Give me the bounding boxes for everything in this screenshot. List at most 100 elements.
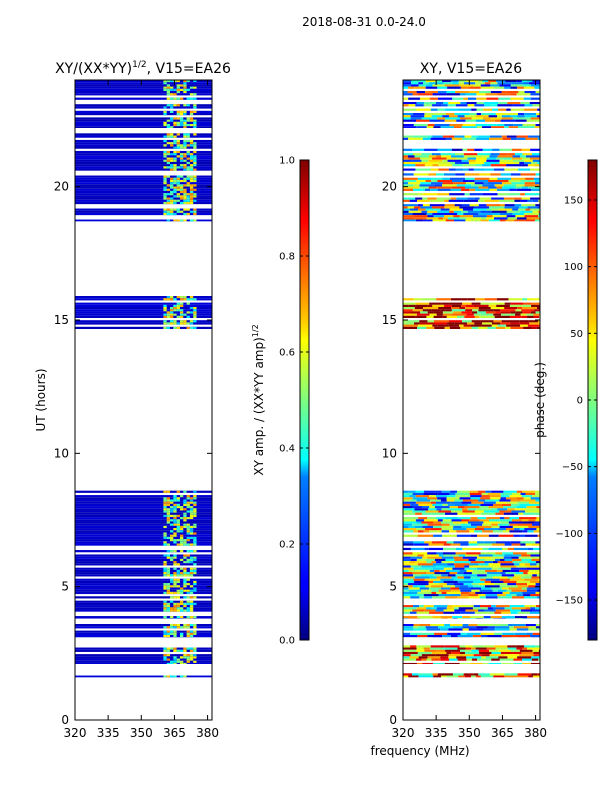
heatmap-cell — [423, 605, 434, 608]
heatmap-cell — [482, 322, 492, 325]
heatmap-cell — [525, 492, 536, 496]
heatmap-cell — [467, 148, 475, 151]
heatmap-cell — [415, 164, 425, 167]
heatmap-cell — [502, 547, 508, 551]
heatmap-cell — [408, 587, 420, 590]
heatmap-cell — [434, 320, 449, 323]
heatmap-cell — [477, 574, 487, 577]
heatmap-cell — [478, 673, 490, 676]
heatmap-cell — [421, 512, 432, 515]
heatmap-cell — [531, 326, 537, 329]
heatmap-cell — [193, 307, 197, 310]
heatmap-cell — [424, 649, 437, 652]
heatmap-cell — [189, 124, 194, 127]
colorbar-tick-label: −50 — [562, 462, 583, 473]
heatmap-cell — [520, 199, 528, 202]
heatmap-cell — [183, 662, 187, 664]
heatmap-cell — [480, 675, 494, 678]
heatmap-cell — [499, 499, 511, 502]
heatmap-cell — [520, 492, 526, 496]
heatmap-cell — [417, 554, 424, 557]
heatmap-cell — [418, 517, 428, 520]
heatmap-cell — [403, 628, 414, 631]
heatmap-row — [75, 656, 212, 659]
heatmap-cell — [509, 605, 525, 608]
heatmap-cell — [176, 530, 180, 533]
heatmap-cell — [484, 609, 496, 612]
heatmap-cell — [451, 148, 463, 151]
heatmap-cell — [417, 324, 433, 327]
heatmap-cell — [464, 506, 480, 509]
heatmap-cell — [516, 137, 526, 140]
heatmap-cell — [437, 179, 453, 183]
heatmap-cell — [510, 108, 525, 111]
heatmap-cell — [528, 517, 537, 520]
heatmap-row — [75, 315, 212, 318]
heatmap-cell — [480, 302, 491, 305]
heatmap-cell — [163, 150, 167, 154]
heatmap-cell — [186, 497, 190, 500]
heatmap-cell — [527, 199, 533, 202]
heatmap-cell — [436, 649, 446, 652]
heatmap-cell — [473, 585, 485, 588]
heatmap-cell — [490, 91, 502, 94]
heatmap-cell — [432, 104, 442, 107]
heatmap-cell — [173, 624, 177, 627]
heatmap-cell — [471, 117, 483, 120]
heatmap-cell — [176, 150, 180, 154]
x-tick-label: 335 — [425, 726, 448, 740]
heatmap-cell — [173, 563, 177, 566]
heatmap-cell — [170, 632, 174, 635]
heatmap-cell — [510, 326, 524, 329]
heatmap-cell — [448, 324, 460, 327]
heatmap-cell — [453, 525, 462, 529]
heatmap-cell — [173, 605, 177, 608]
heatmap-cell — [475, 647, 487, 650]
heatmap-cell — [183, 543, 187, 546]
heatmap-cell — [485, 119, 495, 122]
heatmap-cell — [170, 201, 174, 205]
heatmap-cell — [524, 215, 539, 218]
heatmap-cell — [462, 508, 468, 511]
heatmap-cell — [176, 322, 180, 325]
heatmap-cell — [495, 512, 504, 515]
heatmap-row — [75, 326, 212, 329]
heatmap-cell — [492, 210, 507, 213]
heatmap-cell — [170, 591, 174, 595]
heatmap-cell — [193, 168, 197, 171]
heatmap-cell — [510, 302, 524, 305]
heatmap-cell — [458, 607, 473, 610]
heatmap-cell — [476, 97, 487, 100]
heatmap-cell — [170, 624, 174, 627]
heatmap-row — [75, 497, 212, 500]
heatmap-cell — [176, 199, 180, 202]
heatmap-cell — [455, 552, 467, 555]
heatmap-cell — [176, 113, 180, 116]
heatmap-cell — [434, 506, 450, 509]
heatmap-cell — [166, 153, 171, 156]
heatmap-row — [75, 510, 212, 513]
heatmap-row — [75, 139, 212, 143]
heatmap-cell — [523, 594, 531, 597]
heatmap-cell — [424, 519, 438, 522]
heatmap-cell — [163, 506, 167, 509]
heatmap-cell — [443, 217, 448, 220]
heatmap-cell — [470, 497, 481, 500]
heatmap-cell — [535, 624, 540, 627]
heatmap-cell — [429, 506, 435, 509]
heatmap-cell — [451, 298, 462, 301]
heatmap-cell — [486, 204, 501, 207]
heatmap-cell — [403, 611, 410, 614]
heatmap-cell — [183, 84, 187, 87]
heatmap-cell — [511, 589, 527, 592]
heatmap-cell — [507, 508, 515, 511]
heatmap-cell — [186, 195, 190, 198]
heatmap-cell — [193, 541, 197, 544]
heatmap-cell — [519, 206, 528, 209]
heatmap-cell — [440, 153, 455, 156]
heatmap-cell — [509, 591, 523, 595]
heatmap-cell — [488, 304, 497, 307]
heatmap-cell — [189, 177, 194, 180]
heatmap-cell — [173, 647, 177, 650]
heatmap-cell — [511, 519, 523, 522]
